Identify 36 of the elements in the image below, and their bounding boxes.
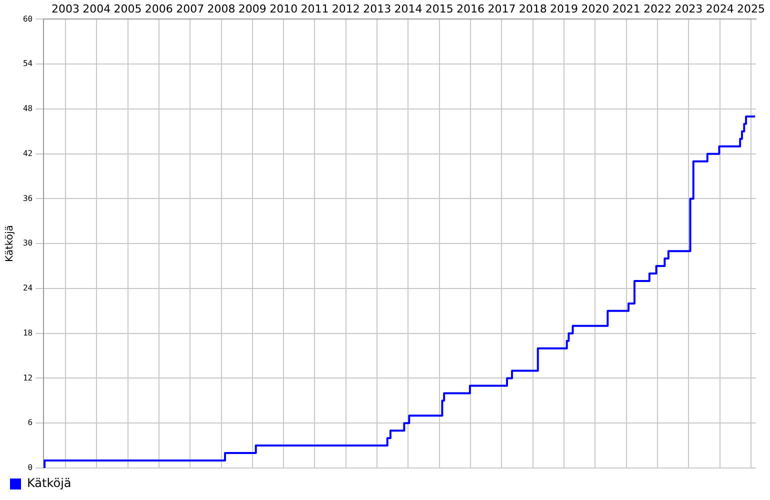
x-tick-label: 2011 <box>300 2 329 16</box>
y-axis-title: Kätköjä <box>4 225 16 262</box>
y-tick-label: 60 <box>22 14 33 24</box>
y-tick-label: 36 <box>22 194 33 203</box>
y-tick-label: 24 <box>22 284 33 293</box>
y-tick-label: 18 <box>22 328 33 338</box>
x-tick-label: 2010 <box>270 2 298 16</box>
x-tick-label: 2019 <box>550 2 578 16</box>
x-tick-label: 2006 <box>144 2 173 16</box>
x-tick-label: 2024 <box>706 2 734 16</box>
y-tick-label: 54 <box>22 59 33 68</box>
x-tick-label: 2009 <box>238 2 266 16</box>
x-tick-label: 2012 <box>332 2 360 16</box>
x-tick-label: 2023 <box>674 2 703 16</box>
y-tick-label: 48 <box>22 104 33 114</box>
x-tick-label: 2005 <box>114 2 142 16</box>
x-tick-label: 2015 <box>425 2 454 16</box>
y-tick-label: 6 <box>28 418 33 428</box>
x-tick-label: 2014 <box>394 2 422 16</box>
y-tick-label: 42 <box>22 148 33 158</box>
y-tick-label: 0 <box>28 463 33 472</box>
x-tick-label: 2008 <box>207 2 236 16</box>
legend-label: Kätköjä <box>27 476 72 490</box>
x-tick-label: 2025 <box>737 2 766 16</box>
x-tick-label: 2017 <box>488 2 516 16</box>
x-tick-label: 2003 <box>51 2 80 16</box>
y-tick-label: 12 <box>22 373 33 382</box>
y-tick-label: 30 <box>22 238 33 248</box>
x-tick-label: 2021 <box>612 2 640 16</box>
x-tick-label: 2020 <box>581 2 610 16</box>
x-tick-label: 2007 <box>176 2 204 16</box>
x-tick-label: 2016 <box>456 2 485 16</box>
x-tick-label: 2013 <box>363 2 392 16</box>
x-tick-label: 2004 <box>82 2 111 16</box>
x-tick-label: 2022 <box>644 2 672 16</box>
x-tick-label: 2018 <box>518 2 547 16</box>
